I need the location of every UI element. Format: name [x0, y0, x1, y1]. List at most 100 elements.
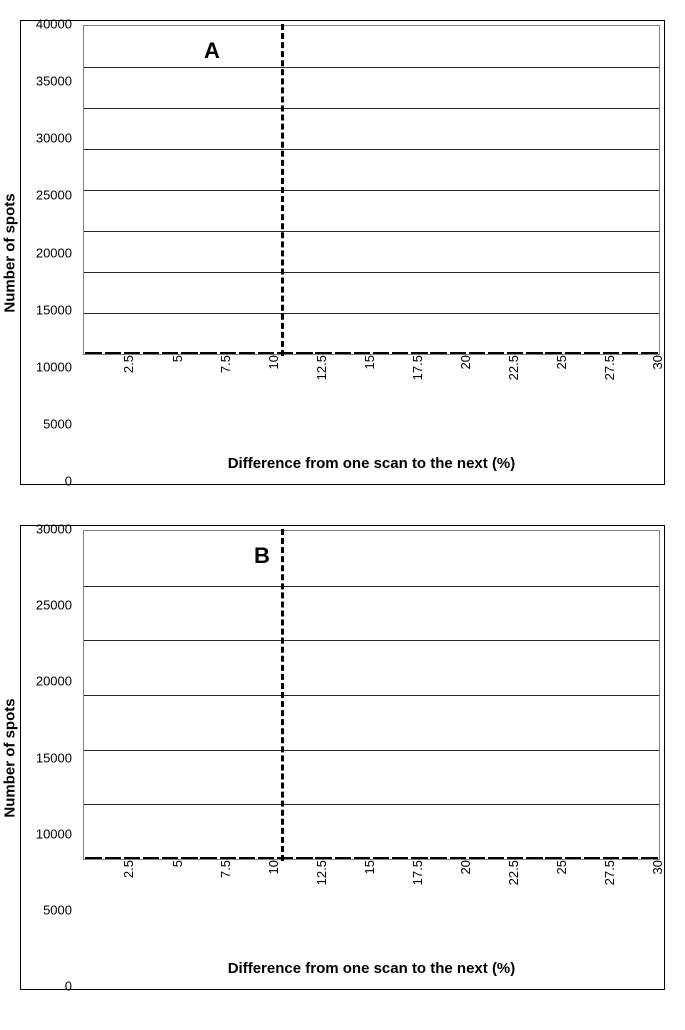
bar-group	[124, 857, 140, 859]
bar	[115, 352, 120, 354]
bar-group	[277, 352, 293, 354]
x-tick-label: 10	[266, 860, 281, 874]
bar	[595, 352, 600, 354]
chart-panel-a: 0500010000150002000025000300003500040000…	[20, 20, 665, 485]
bar	[556, 857, 561, 859]
x-tick-label: 30	[650, 355, 665, 369]
bar-group	[277, 857, 293, 859]
bar-group	[488, 857, 504, 859]
y-tick-label: 0	[65, 474, 72, 489]
x-tick-label: 2.5	[121, 860, 136, 878]
bar-group	[296, 352, 312, 354]
bar-group	[565, 352, 581, 354]
y-tick-label: 20000	[36, 245, 72, 260]
x-tick-label: 12.5	[314, 860, 329, 885]
chart-a-border: 0500010000150002000025000300003500040000…	[20, 20, 665, 485]
bar-group	[315, 352, 331, 354]
bar-group	[85, 857, 101, 859]
bar	[441, 352, 446, 354]
x-tick-label: 7.5	[218, 860, 233, 878]
bar-group	[430, 857, 446, 859]
chart-b-x-title: Difference from one scan to the next (%)	[83, 918, 660, 985]
bar-group	[507, 352, 523, 354]
y-tick-label: 25000	[36, 188, 72, 203]
x-tick-label: 30	[650, 860, 665, 874]
bar-group	[507, 857, 523, 859]
bar-group	[220, 352, 236, 354]
bar-group	[641, 857, 657, 859]
bar	[460, 352, 465, 354]
chart-a-plot-area: A	[83, 25, 660, 355]
y-tick-label: 30000	[36, 522, 72, 537]
bar	[250, 857, 255, 859]
bar-group	[584, 352, 600, 354]
bar-group	[296, 857, 312, 859]
bar	[250, 352, 255, 354]
bar-group	[105, 857, 121, 859]
bar	[326, 857, 331, 859]
bar	[460, 857, 465, 859]
bar-group	[373, 352, 389, 354]
bar	[154, 352, 159, 354]
bar	[441, 857, 446, 859]
bar-group	[469, 857, 485, 859]
bar	[230, 857, 235, 859]
bar	[403, 352, 408, 354]
chart-a-panel-letter: A	[204, 38, 220, 64]
bar-group	[622, 352, 638, 354]
bar	[211, 352, 216, 354]
x-tick-label: 17.5	[410, 860, 425, 885]
bar-group	[565, 857, 581, 859]
bar-group	[162, 857, 178, 859]
bar-group	[373, 857, 389, 859]
bar	[499, 352, 504, 354]
bar	[384, 352, 389, 354]
bar-group	[526, 857, 542, 859]
chart-a-x-axis: 2.557.51012.51517.52022.52527.530	[83, 355, 660, 413]
x-tick-label: 22.5	[506, 355, 521, 380]
bar	[575, 857, 580, 859]
x-tick-label: 27.5	[602, 355, 617, 380]
x-tick-label: 10	[266, 355, 281, 369]
x-tick-label: 22.5	[506, 860, 521, 885]
x-tick-label: 25	[554, 860, 569, 874]
bar-group	[143, 857, 159, 859]
bar	[96, 352, 101, 354]
bar	[614, 857, 619, 859]
bar	[480, 857, 485, 859]
bar	[556, 352, 561, 354]
bar-group	[430, 352, 446, 354]
x-tick-label: 25	[554, 355, 569, 369]
bar	[652, 352, 657, 354]
bar-group	[162, 352, 178, 354]
bar-group	[335, 857, 351, 859]
y-tick-label: 20000	[36, 674, 72, 689]
chart-b-y-title: Number of spots	[2, 698, 19, 817]
bar-group	[392, 857, 408, 859]
chart-b-bars	[84, 531, 659, 859]
bar	[173, 857, 178, 859]
bar-group	[392, 352, 408, 354]
bar	[307, 352, 312, 354]
chart-b-dashed-line	[281, 529, 284, 861]
bar	[288, 857, 293, 859]
bar-group	[488, 352, 504, 354]
bar	[211, 857, 216, 859]
bar	[403, 857, 408, 859]
bar-group	[335, 352, 351, 354]
bar	[652, 857, 657, 859]
x-tick-label: 20	[458, 355, 473, 369]
y-tick-label: 10000	[36, 826, 72, 841]
bar-group	[200, 352, 216, 354]
bar-group	[143, 352, 159, 354]
bar-group	[315, 857, 331, 859]
bar	[345, 857, 350, 859]
bar-group	[220, 857, 236, 859]
bar-group	[181, 857, 197, 859]
bar	[135, 857, 140, 859]
x-tick-label: 15	[362, 860, 377, 874]
bar	[633, 352, 638, 354]
x-tick-label: 12.5	[314, 355, 329, 380]
chart-b-border: 050001000015000200002500030000 Number of…	[20, 525, 665, 990]
bar	[115, 857, 120, 859]
